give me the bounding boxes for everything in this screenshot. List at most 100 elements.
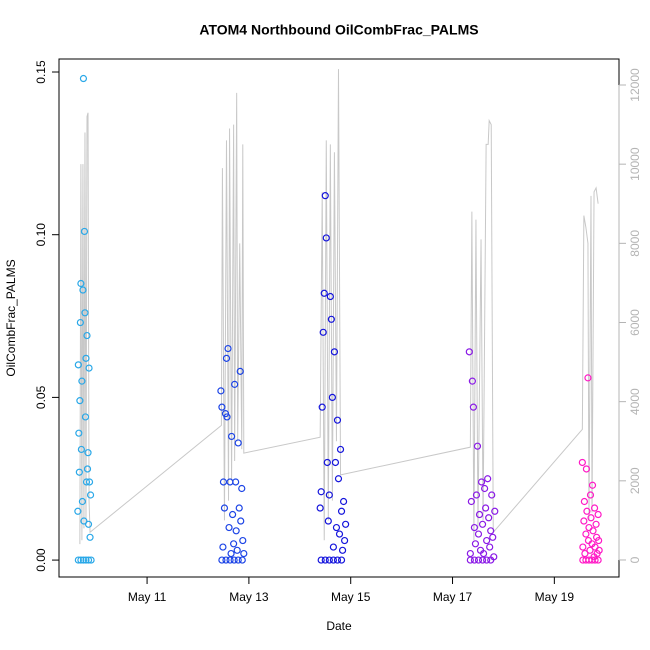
- point: [489, 533, 497, 541]
- point: [465, 348, 473, 356]
- point: [319, 328, 327, 336]
- point: [320, 289, 328, 297]
- point: [482, 504, 490, 512]
- point: [79, 556, 88, 564]
- y-axis-label: OilCombFrac_PALMS: [4, 259, 18, 376]
- point: [475, 510, 484, 519]
- x-tick-label: May 17: [433, 590, 473, 604]
- point: [230, 556, 238, 564]
- point: [488, 491, 496, 499]
- point: [217, 387, 225, 395]
- point: [219, 543, 227, 551]
- point: [588, 481, 597, 489]
- point: [331, 458, 340, 467]
- point: [342, 520, 350, 528]
- point: [486, 543, 494, 551]
- point: [337, 556, 346, 564]
- x-axis-label: Date: [326, 619, 352, 633]
- point: [222, 556, 230, 564]
- point: [322, 234, 330, 242]
- y2-tick-label: 8000: [628, 230, 642, 257]
- point: [473, 442, 482, 450]
- point: [595, 546, 603, 554]
- point: [339, 497, 348, 506]
- point: [80, 227, 89, 236]
- point: [230, 540, 238, 548]
- point: [579, 543, 587, 551]
- y2-tick-label: 2000: [628, 467, 642, 494]
- point: [471, 540, 480, 548]
- point: [224, 344, 232, 353]
- point: [237, 517, 245, 525]
- point: [86, 491, 95, 499]
- x-tick-label: May 15: [331, 590, 371, 604]
- y-tick-label: 0.05: [34, 385, 48, 409]
- point: [238, 484, 246, 493]
- point: [323, 458, 331, 467]
- point: [338, 546, 347, 554]
- point: [335, 530, 344, 538]
- y-tick-label: 0.10: [34, 223, 48, 247]
- point: [478, 520, 487, 528]
- point: [586, 491, 595, 499]
- point: [86, 533, 94, 541]
- point: [325, 556, 333, 564]
- point: [585, 523, 593, 532]
- point: [81, 413, 90, 421]
- point: [325, 491, 333, 499]
- point: [82, 478, 91, 486]
- point: [336, 445, 345, 454]
- point: [74, 556, 82, 564]
- point: [485, 514, 493, 522]
- point: [77, 445, 86, 454]
- point: [491, 507, 499, 515]
- point: [232, 527, 240, 535]
- point: [231, 380, 239, 388]
- point: [83, 331, 91, 340]
- point: [329, 543, 337, 551]
- point: [583, 507, 591, 515]
- point: [80, 517, 88, 525]
- point: [233, 546, 241, 554]
- point: [87, 556, 95, 564]
- point: [466, 549, 474, 558]
- point: [582, 530, 590, 538]
- point: [584, 374, 592, 382]
- point: [328, 393, 336, 401]
- point: [470, 556, 479, 564]
- point: [472, 491, 481, 499]
- point: [321, 556, 329, 564]
- point: [470, 523, 479, 532]
- point: [82, 354, 90, 362]
- point: [223, 413, 231, 421]
- point: [474, 530, 483, 538]
- point: [481, 484, 489, 493]
- y2-tick-label: 10000: [628, 147, 642, 181]
- point: [226, 556, 234, 564]
- point: [236, 367, 244, 375]
- point: [341, 536, 349, 545]
- point: [82, 556, 90, 564]
- y-tick-label: 0.15: [34, 60, 48, 84]
- point: [79, 74, 88, 83]
- y2-tick-label: 6000: [628, 309, 642, 336]
- point: [591, 556, 599, 564]
- point: [77, 279, 85, 288]
- point: [85, 364, 93, 372]
- x-tick-label: May 13: [229, 590, 269, 604]
- point: [238, 556, 246, 564]
- point: [84, 520, 93, 528]
- altitude-line: [79, 69, 599, 545]
- point: [586, 546, 594, 554]
- point: [318, 403, 326, 411]
- point: [333, 556, 342, 564]
- point: [330, 348, 339, 356]
- point: [76, 318, 84, 327]
- point: [81, 309, 89, 317]
- point: [487, 556, 495, 564]
- point: [474, 556, 483, 564]
- point: [227, 549, 235, 558]
- point: [478, 556, 487, 564]
- point: [222, 354, 231, 362]
- x-tick-label: May 19: [535, 590, 575, 604]
